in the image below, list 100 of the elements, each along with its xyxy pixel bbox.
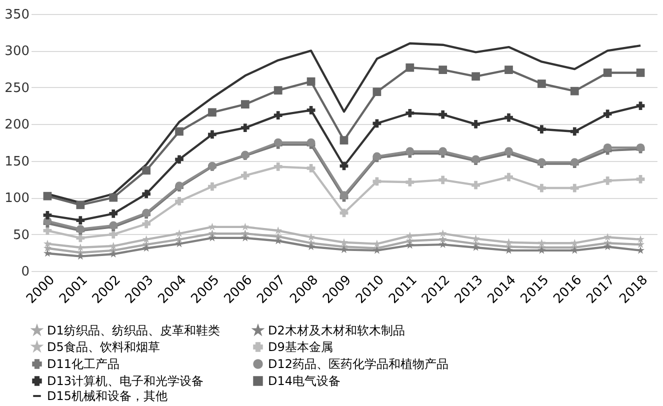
point	[504, 113, 513, 122]
point	[438, 229, 447, 237]
point	[109, 230, 118, 238]
point	[306, 77, 316, 86]
point	[340, 136, 348, 144]
point	[438, 235, 447, 243]
point	[340, 246, 348, 254]
y-tick-label: 50	[12, 228, 30, 243]
point	[142, 190, 150, 198]
point	[274, 162, 282, 171]
point	[438, 240, 447, 248]
point	[240, 124, 250, 132]
point	[538, 80, 546, 88]
point	[603, 143, 612, 152]
point	[438, 110, 448, 119]
legend-label: D2木材及木材和软木制品	[268, 323, 405, 338]
point	[604, 233, 612, 241]
point	[240, 171, 250, 180]
point	[538, 238, 546, 246]
y-tick-label: 250	[4, 80, 30, 96]
point	[472, 180, 480, 190]
legend-label: D12药品、医药化学品和植物产品	[268, 357, 449, 371]
point	[603, 110, 612, 118]
point	[175, 197, 184, 206]
point	[208, 130, 216, 139]
point	[472, 243, 480, 251]
legend-label: D15机械和设备，其他	[47, 389, 168, 403]
point	[274, 232, 282, 240]
point	[636, 102, 645, 110]
point	[504, 66, 513, 74]
point	[406, 178, 414, 186]
point	[538, 184, 546, 192]
point	[208, 182, 216, 191]
point	[76, 200, 85, 210]
point	[604, 242, 612, 250]
point	[109, 193, 118, 202]
point	[438, 176, 448, 184]
point	[636, 246, 644, 254]
point	[306, 106, 316, 114]
point	[372, 177, 382, 186]
point	[538, 246, 546, 254]
point	[636, 235, 644, 243]
point	[274, 86, 282, 95]
point	[603, 176, 612, 185]
point	[538, 125, 546, 134]
point	[570, 86, 579, 96]
point	[570, 127, 579, 136]
point	[603, 68, 612, 77]
point	[636, 175, 645, 184]
point	[372, 88, 382, 96]
point	[406, 241, 414, 249]
point	[406, 236, 414, 244]
point	[504, 246, 513, 254]
legend-label: D14电气设备	[268, 374, 341, 388]
point	[175, 155, 184, 164]
point	[109, 210, 118, 218]
point	[372, 119, 382, 128]
point	[142, 220, 150, 228]
point	[274, 111, 282, 120]
y-tick-label: 300	[4, 44, 30, 60]
point	[142, 166, 150, 175]
point	[44, 240, 52, 248]
point	[208, 108, 216, 117]
point	[406, 63, 414, 72]
legend-label: D11化工产品	[47, 357, 120, 371]
point	[472, 72, 480, 81]
point	[472, 120, 480, 128]
point	[274, 138, 282, 147]
point	[504, 147, 513, 156]
point	[208, 222, 216, 230]
y-tick-label: 150	[4, 154, 30, 170]
point	[241, 222, 250, 230]
point	[438, 147, 448, 156]
point	[43, 192, 52, 200]
y-tick-label: 350	[4, 8, 30, 22]
legend-label: D13计算机、电子和光学设备	[47, 374, 204, 388]
point	[208, 234, 216, 242]
point	[241, 229, 250, 237]
point	[306, 138, 316, 147]
y-tick-label: 200	[4, 118, 30, 133]
point	[43, 211, 52, 220]
point	[636, 240, 644, 248]
point	[175, 127, 184, 136]
point	[406, 108, 414, 118]
legend-label: D5食品、饮料和烟草	[47, 340, 160, 354]
point	[76, 216, 85, 225]
y-tick-label: 0	[21, 264, 30, 280]
point	[570, 184, 579, 192]
point	[241, 234, 250, 242]
point	[240, 100, 250, 108]
point	[636, 68, 645, 77]
point	[306, 164, 316, 172]
point	[274, 226, 282, 234]
point	[504, 172, 513, 182]
legend-label: D9基本金属	[268, 340, 333, 354]
point	[406, 147, 414, 156]
point	[44, 249, 52, 257]
legend-label: D1纺织品、纺织品、皮革和鞋类	[47, 323, 220, 338]
point	[438, 66, 448, 74]
y-tick-label: 100	[4, 191, 30, 206]
